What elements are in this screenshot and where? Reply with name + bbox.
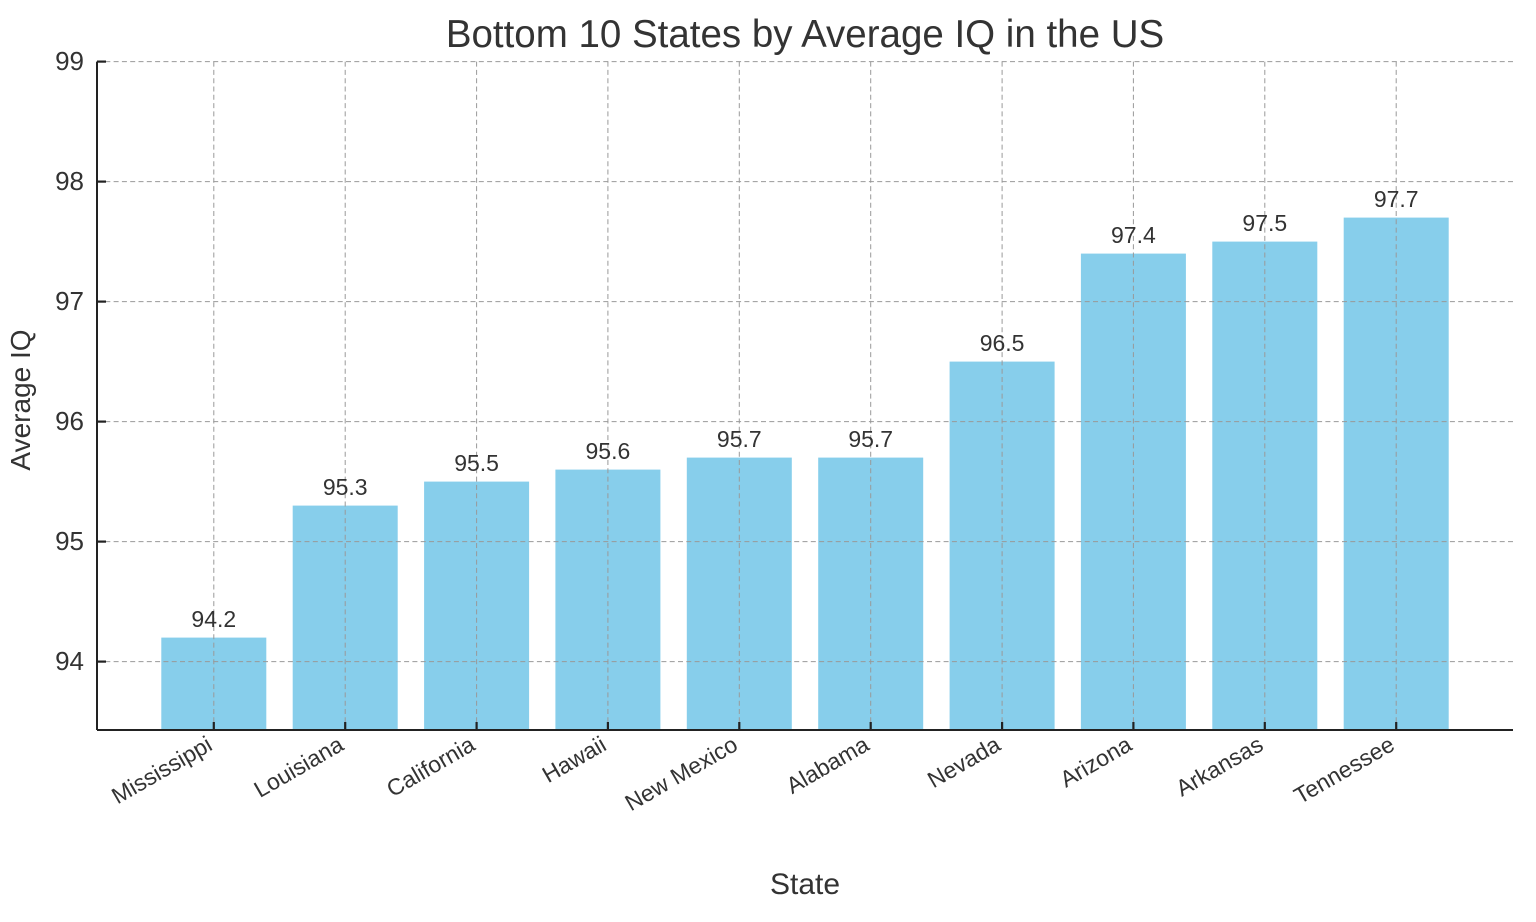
- svg-text:97.4: 97.4: [1111, 222, 1156, 248]
- svg-text:95.7: 95.7: [848, 426, 893, 452]
- svg-text:96.5: 96.5: [980, 330, 1025, 356]
- svg-text:94: 94: [55, 646, 84, 676]
- svg-text:98: 98: [55, 166, 84, 196]
- svg-text:97.5: 97.5: [1242, 210, 1287, 236]
- svg-text:95.7: 95.7: [717, 426, 762, 452]
- svg-text:95: 95: [55, 526, 84, 556]
- svg-text:95.6: 95.6: [586, 438, 631, 464]
- svg-text:97: 97: [55, 286, 84, 316]
- svg-text:94.2: 94.2: [191, 606, 236, 632]
- svg-text:State: State: [770, 868, 840, 901]
- svg-text:Bottom 10 States by Average IQ: Bottom 10 States by Average IQ in the US: [446, 13, 1164, 56]
- svg-text:97.7: 97.7: [1374, 186, 1419, 212]
- svg-text:Average IQ: Average IQ: [5, 329, 36, 470]
- svg-text:99: 99: [55, 46, 84, 76]
- svg-text:95.5: 95.5: [454, 450, 499, 476]
- svg-text:96: 96: [55, 406, 84, 436]
- svg-text:95.3: 95.3: [323, 474, 368, 500]
